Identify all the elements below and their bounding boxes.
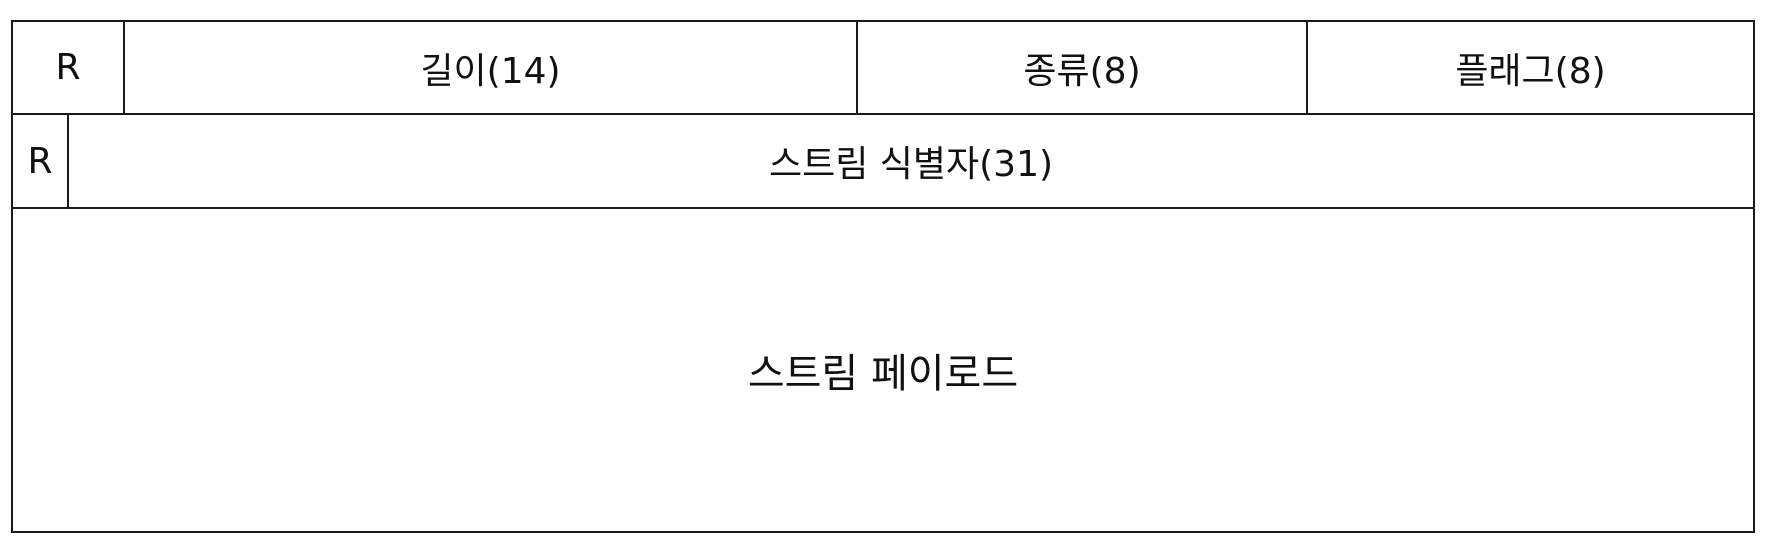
frame-format-diagram: R 길이(14) 종류(8) 플래그(8) R 스트림 식별자(31) 스트림 … — [11, 20, 1755, 533]
stream-reserved-bit-cell: R — [13, 115, 69, 207]
length-field-label: 길이(14) — [420, 50, 561, 92]
flags-field-label: 플래그(8) — [1455, 50, 1606, 92]
stream-payload-cell: 스트림 페이로드 — [13, 209, 1753, 531]
stream-identifier-label: 스트림 식별자(31) — [768, 144, 1054, 185]
flags-field-cell: 플래그(8) — [1308, 22, 1753, 113]
stream-identifier-cell: 스트림 식별자(31) — [69, 115, 1753, 207]
payload-row: 스트림 페이로드 — [13, 209, 1753, 531]
reserved-bit-cell: R — [13, 22, 125, 113]
stream-id-row: R 스트림 식별자(31) — [13, 115, 1753, 209]
length-field-cell: 길이(14) — [125, 22, 858, 113]
type-field-label: 종류(8) — [1023, 50, 1141, 92]
reserved-bit-label: R — [55, 47, 81, 88]
stream-reserved-bit-label: R — [27, 140, 53, 182]
stream-payload-label: 스트림 페이로드 — [747, 351, 1019, 397]
header-row: R 길이(14) 종류(8) 플래그(8) — [13, 22, 1753, 115]
type-field-cell: 종류(8) — [858, 22, 1308, 113]
